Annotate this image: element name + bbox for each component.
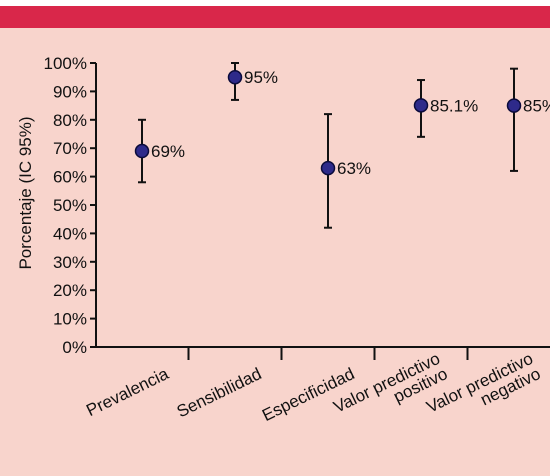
y-tick-label: 50%: [53, 196, 87, 215]
data-point: [506, 98, 522, 113]
y-tick-label: 90%: [53, 82, 87, 101]
y-axis-label: Porcentaje (IC 95%): [16, 116, 35, 269]
y-tick-label: 70%: [53, 139, 87, 158]
data-label: 69%: [151, 142, 185, 161]
data-label: 85%: [523, 97, 550, 116]
data-point: [320, 160, 336, 176]
data-label: 95%: [244, 68, 278, 87]
y-tick-label: 10%: [53, 310, 87, 329]
y-tick-label: 20%: [53, 281, 87, 300]
y-tick-label: 60%: [53, 168, 87, 187]
y-tick-label: 80%: [53, 111, 87, 130]
y-tick-label: 100%: [44, 54, 87, 73]
data-point: [413, 98, 429, 113]
data-label: 85.1%: [430, 96, 478, 115]
data-label: 63%: [337, 159, 371, 178]
y-tick-label: 30%: [53, 253, 87, 272]
y-tick-label: 0%: [62, 338, 87, 357]
data-point: [227, 69, 243, 85]
header-bar: [0, 6, 550, 28]
y-tick-label: 40%: [53, 224, 87, 243]
data-point: [134, 143, 150, 159]
